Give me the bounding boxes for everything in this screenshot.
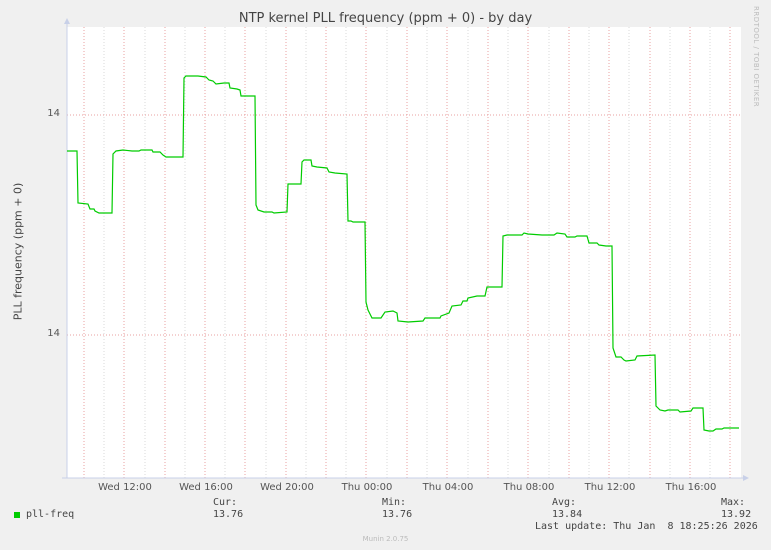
pll-freq-line bbox=[67, 75, 739, 432]
x-tick-label: Wed 12:00 bbox=[98, 482, 152, 493]
last-update-text: Last update: Thu Jan 8 18:25:26 2026 bbox=[535, 521, 758, 532]
rrdtool-watermark: RRDTOOL / TOBI OETIKER bbox=[752, 6, 760, 108]
x-tick-label: Thu 04:00 bbox=[422, 482, 474, 493]
y-axis-arrow-icon bbox=[64, 18, 70, 24]
major-gridlines bbox=[67, 27, 741, 478]
legend-cur-value: 13.76 bbox=[213, 509, 244, 520]
x-tick-label: Thu 12:00 bbox=[584, 482, 636, 493]
chart-title: NTP kernel PLL frequency (ppm + 0) - by … bbox=[238, 11, 533, 26]
legend-max-value: 13.92 bbox=[721, 509, 752, 520]
x-axis-arrow-icon bbox=[743, 475, 749, 481]
x-tick-label: Wed 20:00 bbox=[260, 482, 314, 493]
legend-color-swatch bbox=[14, 512, 20, 518]
legend-min-label: Min: bbox=[382, 497, 407, 508]
munin-version: Munin 2.0.75 bbox=[362, 535, 409, 543]
legend-series-name: pll-freq bbox=[26, 509, 75, 520]
minor-gridlines bbox=[103, 27, 711, 478]
x-tick-label: Thu 16:00 bbox=[665, 482, 717, 493]
y-tick-label: 14 bbox=[47, 108, 60, 119]
legend-max-label: Max: bbox=[721, 497, 746, 508]
legend-cur-label: Cur: bbox=[213, 497, 238, 508]
x-tick-label: Thu 08:00 bbox=[503, 482, 555, 493]
legend-min-value: 13.76 bbox=[382, 509, 413, 520]
legend-avg-label: Avg: bbox=[552, 497, 577, 508]
legend-avg-value: 13.84 bbox=[552, 509, 583, 520]
y-tick-label: 14 bbox=[47, 328, 60, 339]
x-tick-label: Wed 16:00 bbox=[179, 482, 233, 493]
x-tick-label: Thu 00:00 bbox=[341, 482, 393, 493]
